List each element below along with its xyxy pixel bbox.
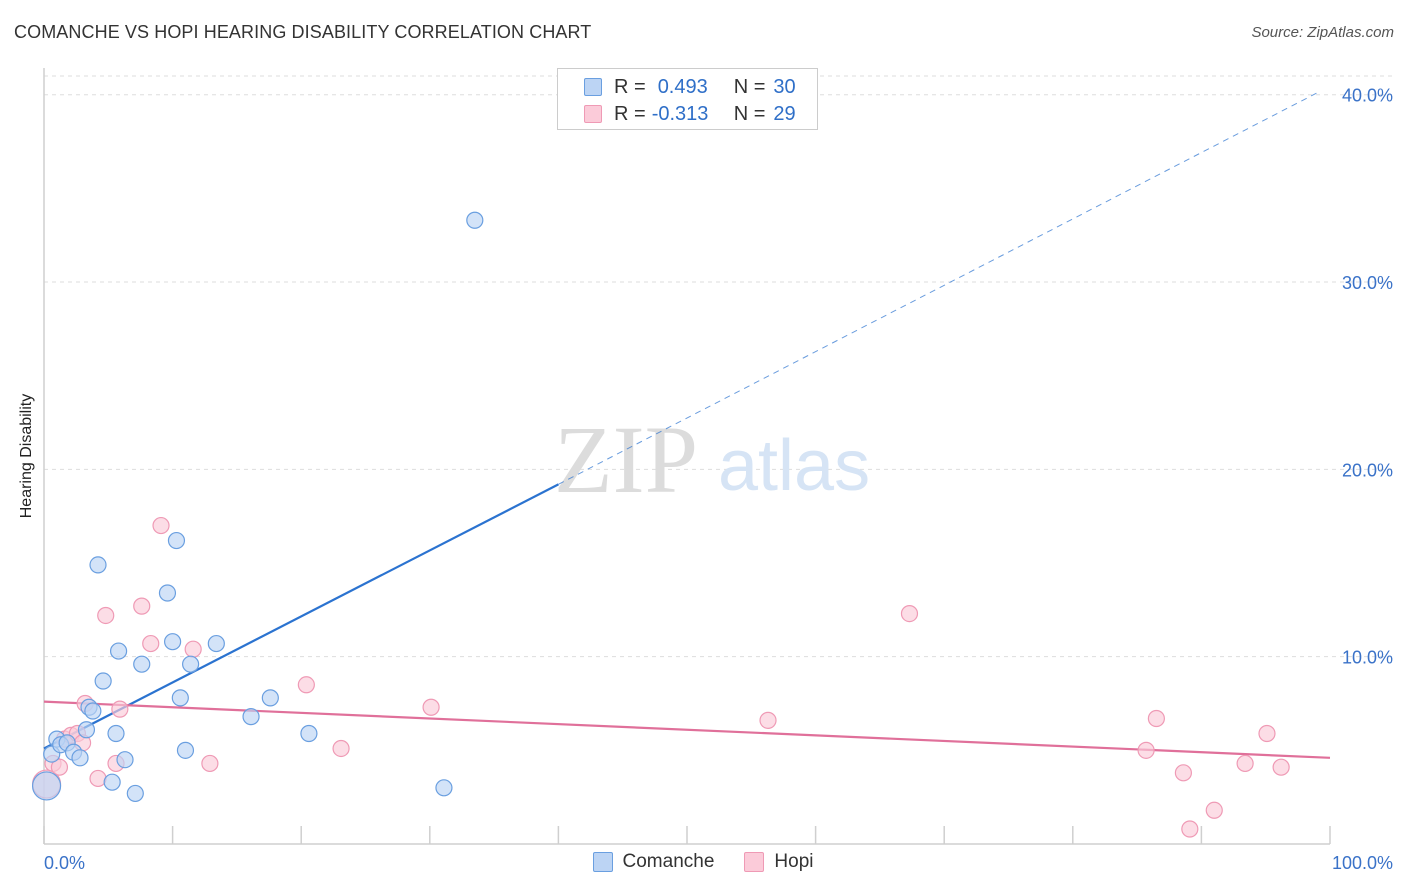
comanche-point (207, 634, 225, 653)
hopi-point (332, 739, 350, 758)
n-label: N = (733, 75, 766, 98)
comanche-point (89, 556, 107, 574)
y-tick-label: 40.0% (1342, 86, 1393, 106)
correlation-legend: R = 0.493 N = 30 R = -0.313 N = 29 (557, 68, 818, 130)
watermark-zip: ZIP (554, 406, 698, 513)
hopi-point (201, 754, 219, 773)
y-tick-label: 20.0% (1342, 460, 1393, 480)
chart-title: COMANCHE VS HOPI HEARING DISABILITY CORR… (14, 22, 592, 42)
comanche-point (182, 655, 200, 673)
hopi-point (184, 640, 202, 658)
hopi-n-value: 29 (773, 102, 796, 125)
legend-row-comanche: R = 0.493 N = 30 (584, 74, 796, 100)
comanche-point (300, 724, 318, 743)
comanche-legend-label: Comanche (622, 851, 715, 872)
comanche-point (71, 749, 89, 767)
hopi-point (97, 606, 115, 625)
hopi-point (50, 758, 69, 776)
comanche-point (94, 672, 112, 690)
comanche-point (107, 724, 125, 743)
comanche-point (171, 689, 189, 707)
hopi-point (1205, 801, 1223, 819)
hopi-trend-line (43, 700, 1331, 759)
hopi-point (422, 698, 440, 716)
hopi-swatch (584, 105, 602, 123)
hopi-legend-label: Hopi (774, 851, 814, 872)
comanche-point (435, 779, 453, 797)
hopi-point (759, 711, 777, 729)
r-label: R = (614, 102, 646, 125)
x-tick-label: 100.0% (1332, 853, 1393, 873)
hopi-legend-swatch (744, 852, 765, 872)
hopi-point (152, 516, 170, 535)
hopi-point (111, 700, 129, 718)
tick-labels: 10.0% 20.0% 30.0% 40.0% 0.0% 100.0% (44, 86, 1393, 873)
trend-lines (43, 92, 1331, 759)
comanche-point (466, 211, 484, 229)
hopi-r-value: -0.313 (651, 102, 709, 125)
comanche-point (84, 702, 102, 720)
comanche-legend-swatch (592, 852, 613, 872)
axes (43, 68, 1331, 845)
n-label: N = (733, 102, 766, 125)
legend-item-hopi: Hopi (744, 851, 813, 873)
comanche-point (31, 771, 62, 801)
legend-row-hopi: R = -0.313 N = 29 (584, 101, 796, 127)
r-label: R = (614, 75, 646, 98)
hopi-point (1181, 820, 1199, 838)
data-points (31, 211, 1290, 838)
source-credit: Source: ZipAtlas.com (1251, 24, 1394, 41)
hopi-point (1147, 709, 1165, 728)
hopi-point (297, 676, 315, 694)
comanche-point (261, 689, 279, 707)
hopi-point (133, 597, 151, 615)
comanche-point (77, 721, 96, 739)
y-tick-label: 10.0% (1342, 648, 1393, 668)
hopi-point (89, 769, 107, 788)
hopi-point (900, 604, 919, 623)
hopi-point (1236, 754, 1254, 773)
grid-layer (44, 75, 1392, 658)
legend-item-comanche: Comanche (592, 851, 715, 873)
comanche-n-value: 30 (773, 75, 796, 98)
comanche-point (126, 784, 144, 803)
comanche-swatch (584, 78, 602, 96)
comanche-point (109, 642, 128, 660)
comanche-point (176, 741, 195, 759)
comanche-point (242, 708, 260, 726)
y-tick-label: 30.0% (1342, 273, 1393, 293)
comanche-point (167, 531, 186, 550)
watermark-atlas: atlas (718, 426, 870, 506)
hopi-point (1137, 741, 1155, 759)
watermark: ZIP atlas (554, 406, 870, 513)
comanche-r-value: 0.493 (657, 75, 708, 98)
comanche-point (103, 773, 121, 791)
hopi-point (1272, 758, 1290, 776)
hopi-point (142, 634, 160, 653)
comanche-point (133, 655, 151, 673)
x-tick-label: 0.0% (44, 853, 85, 873)
comanche-point (158, 584, 177, 602)
hopi-point (1174, 764, 1192, 782)
comanche-point (116, 751, 134, 769)
hopi-point (1258, 724, 1276, 743)
series-legend: Comanche Hopi (0, 851, 1406, 873)
comanche-point (164, 633, 182, 651)
